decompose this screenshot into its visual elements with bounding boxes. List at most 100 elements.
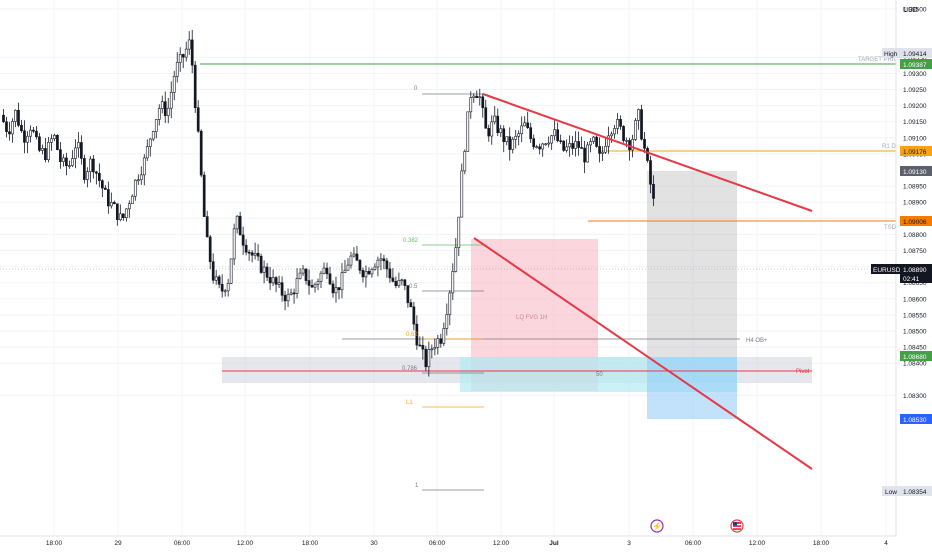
candle	[103, 187, 107, 190]
candle	[193, 64, 197, 108]
candle	[44, 148, 47, 161]
candle	[8, 131, 11, 135]
candle	[520, 125, 524, 135]
time-tick: 12:00	[237, 540, 254, 547]
candle	[277, 282, 281, 285]
candle	[571, 143, 574, 149]
candle	[280, 282, 284, 296]
time-tick: 12:00	[749, 540, 766, 547]
fib-0-label: 0	[414, 86, 418, 92]
candle	[50, 138, 53, 143]
stop-loss-zone	[647, 171, 737, 357]
us-event-icon[interactable]	[730, 519, 744, 533]
candle	[310, 285, 314, 288]
candle	[346, 264, 350, 271]
candle	[151, 131, 155, 140]
candle	[59, 149, 62, 162]
candle	[649, 160, 652, 185]
candle	[583, 147, 586, 163]
candle	[172, 76, 176, 93]
candle	[71, 158, 74, 166]
candle	[298, 272, 302, 279]
fib-0786-label: 0.786	[402, 366, 418, 372]
price-tick: 1.08750	[903, 248, 927, 255]
r1-badge: 1.09176	[903, 149, 927, 156]
lower-trendline[interactable]	[473, 237, 813, 470]
candle	[118, 213, 122, 220]
candle	[640, 109, 643, 140]
candle	[352, 253, 356, 257]
gray-badge: 1.09130	[903, 169, 927, 176]
candle	[412, 306, 416, 325]
candle	[83, 158, 86, 180]
tsd-label: TSD	[884, 225, 897, 231]
candle	[80, 142, 83, 159]
candle	[568, 143, 571, 148]
price-tick: 1.09350	[903, 55, 927, 62]
candle	[376, 259, 380, 268]
time-axis[interactable]: 18:00 29 06:00 12:00 18:00 30 06:00 12:00 Jul 3 06…	[46, 540, 888, 547]
time-tick: 06:00	[685, 540, 702, 547]
candle	[430, 348, 434, 351]
candle	[535, 146, 539, 149]
candle	[529, 127, 533, 139]
time-tick: 3	[627, 540, 631, 547]
candle	[136, 179, 140, 182]
price-tick: 1.09150	[903, 119, 927, 126]
candle	[29, 129, 32, 137]
candle	[244, 244, 248, 253]
candle	[397, 280, 401, 287]
candle	[241, 234, 245, 246]
candle	[145, 146, 149, 159]
candle	[472, 95, 476, 98]
candle	[451, 271, 455, 294]
candle	[388, 268, 392, 279]
candle	[436, 338, 440, 348]
candle	[163, 101, 167, 116]
candle	[550, 135, 554, 144]
candle	[484, 107, 488, 129]
high-label: High	[884, 51, 898, 58]
candle	[544, 143, 548, 146]
candle	[454, 247, 458, 272]
candle	[68, 165, 71, 167]
target-label: TARGET PRICE	[858, 57, 902, 63]
candle	[580, 147, 583, 149]
candle	[65, 157, 68, 167]
candle	[496, 115, 500, 133]
candle	[98, 172, 101, 181]
candle	[235, 215, 239, 230]
candle	[361, 270, 365, 278]
candle	[23, 130, 26, 143]
candle	[211, 261, 215, 281]
candle	[11, 121, 14, 135]
candle	[292, 292, 296, 295]
candle	[229, 258, 233, 284]
upper-trendline[interactable]	[482, 93, 813, 212]
candle	[77, 142, 80, 149]
candle	[598, 146, 601, 154]
candle	[511, 138, 515, 150]
candle	[5, 121, 8, 132]
target-badge: 1.09387	[903, 62, 927, 69]
candle	[652, 183, 655, 199]
candle	[424, 348, 428, 368]
candle	[601, 151, 604, 154]
price-tick: 1.08950	[903, 184, 927, 191]
high-badge: 1.09414	[903, 51, 927, 58]
fib-retracement[interactable]	[422, 93, 484, 491]
candle	[301, 268, 305, 274]
candle	[316, 281, 320, 285]
candle	[223, 290, 227, 293]
candle	[220, 284, 224, 292]
candle	[109, 202, 113, 207]
candle	[574, 141, 577, 149]
pivot-label: Pivot	[796, 369, 810, 375]
candle	[157, 108, 161, 120]
candle	[385, 260, 389, 270]
candle	[184, 48, 188, 58]
flash-event-icon[interactable]: ⚡	[650, 519, 664, 533]
candle	[322, 267, 326, 274]
